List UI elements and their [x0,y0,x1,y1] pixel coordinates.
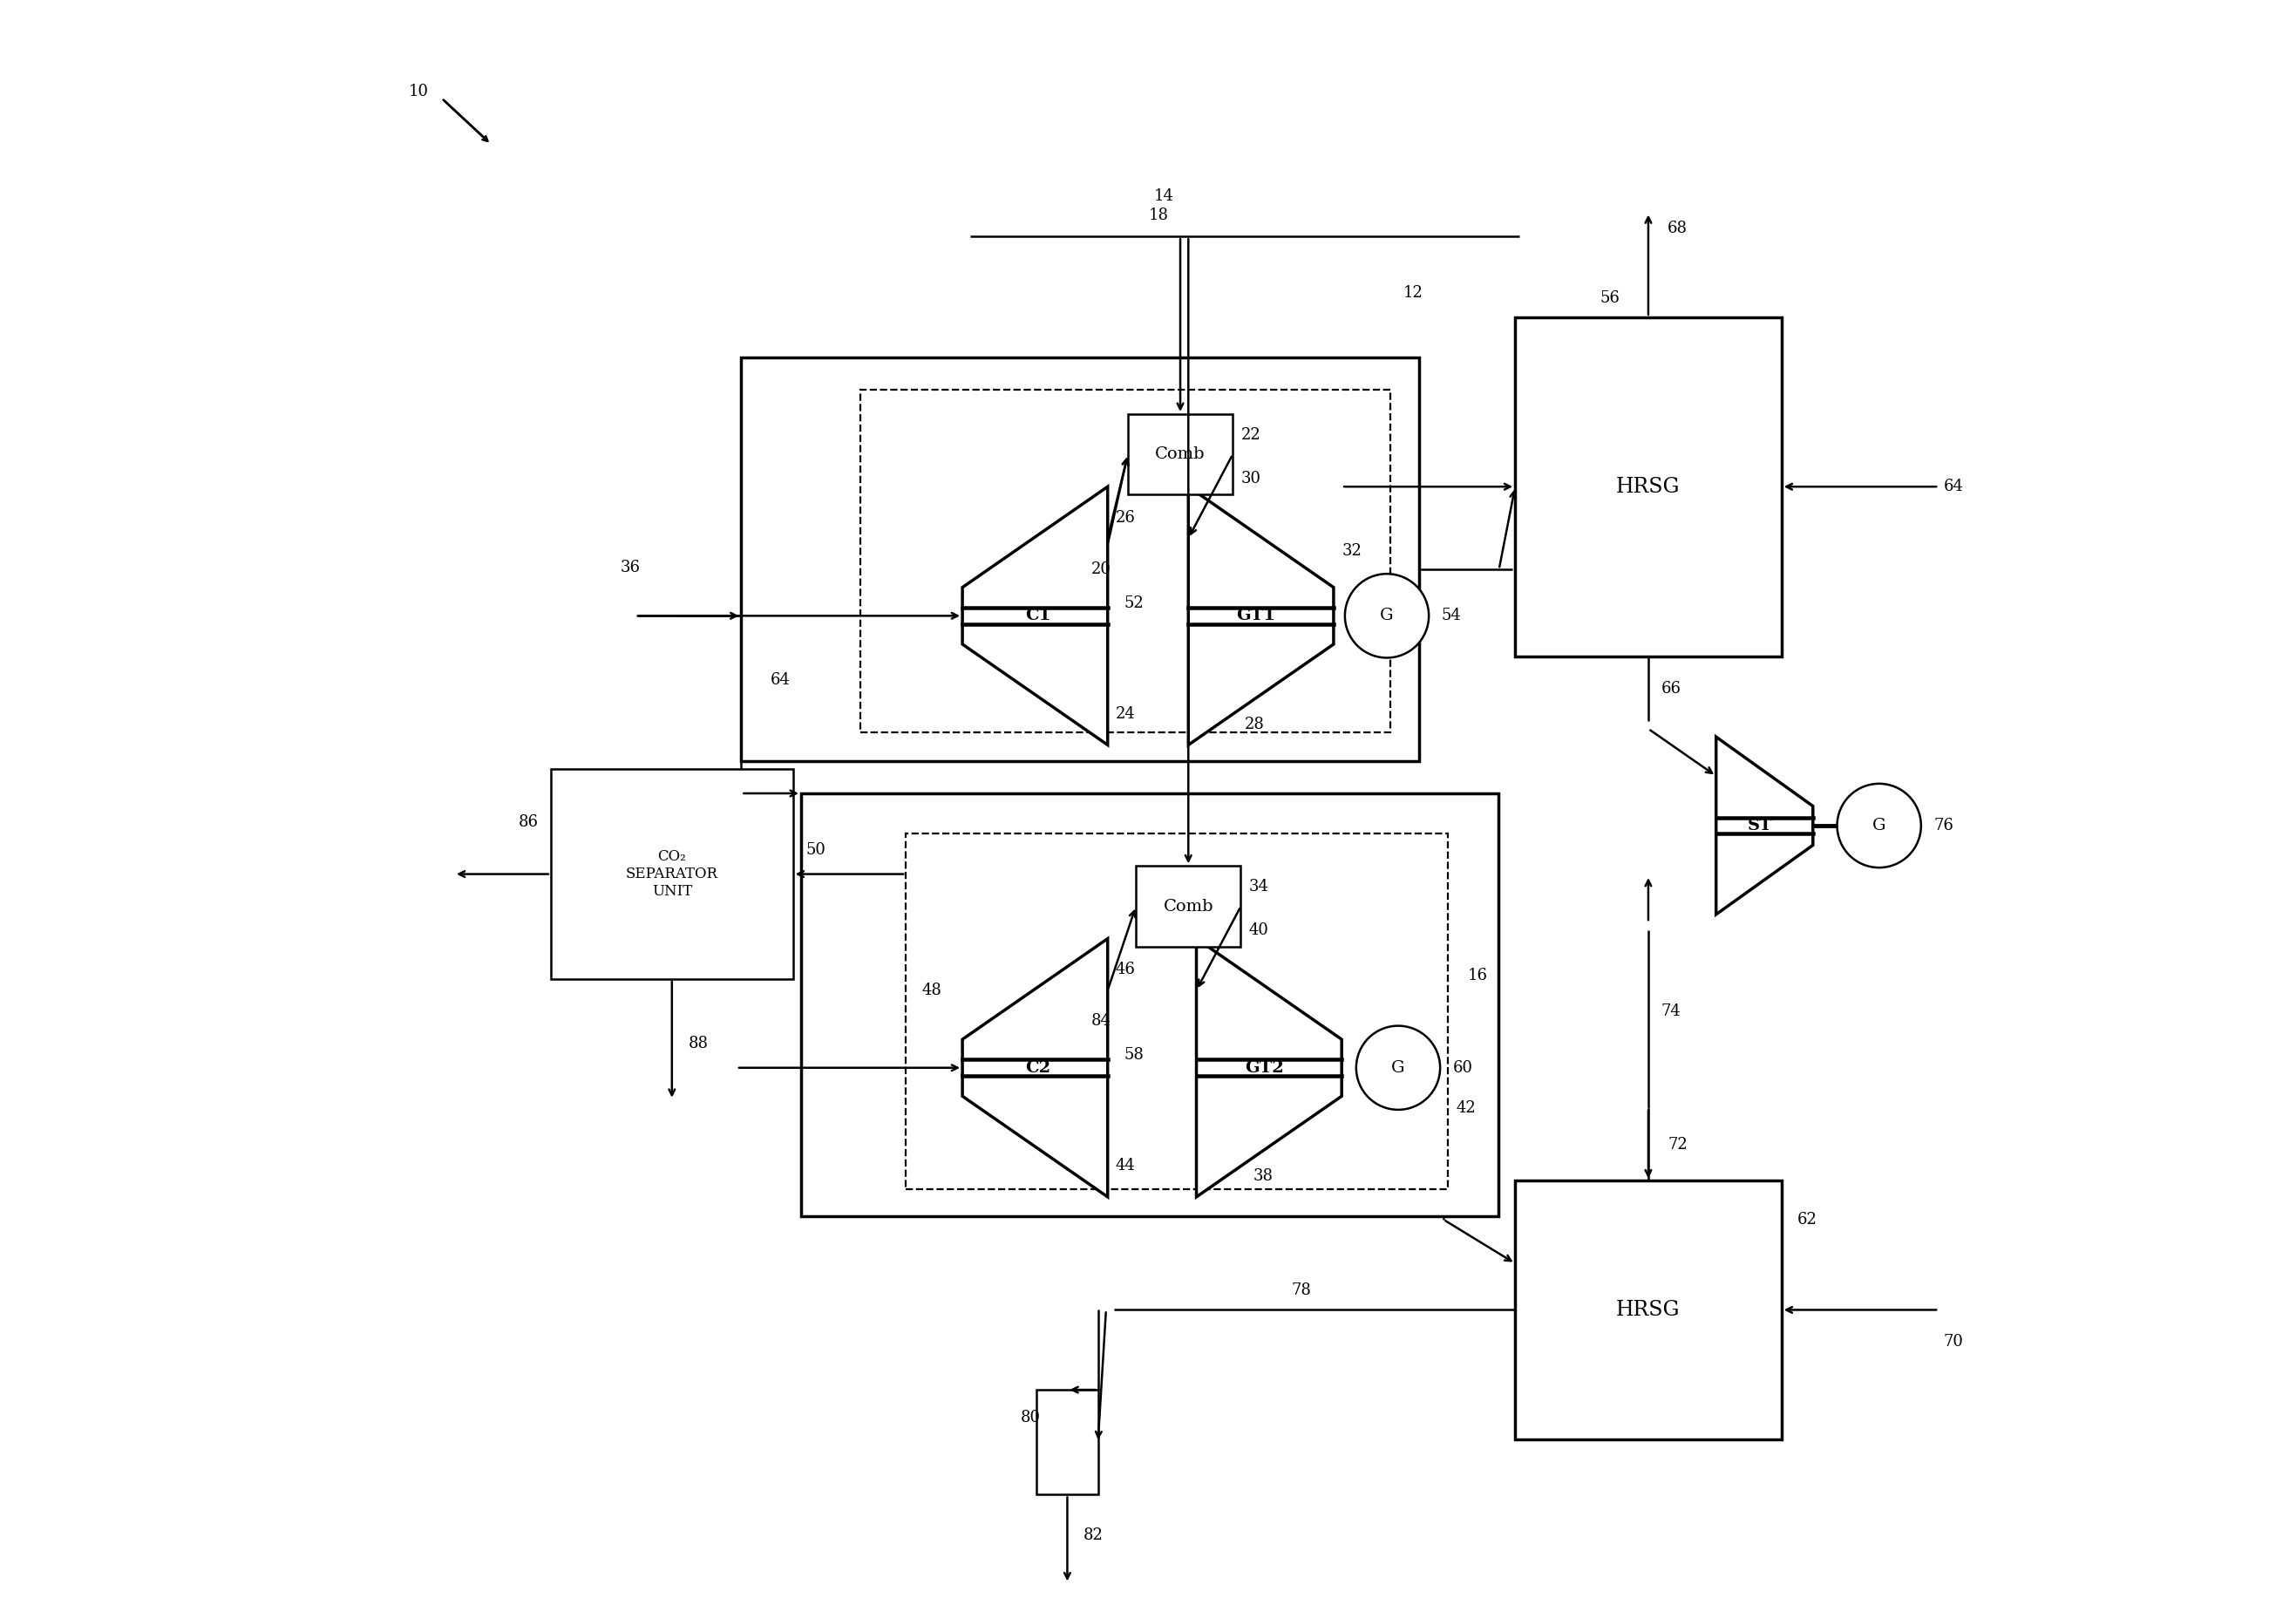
Text: 62: 62 [1798,1211,1818,1227]
FancyBboxPatch shape [1515,317,1782,656]
Text: 42: 42 [1456,1101,1476,1115]
Text: 26: 26 [1116,510,1137,526]
Text: 38: 38 [1254,1169,1272,1183]
Text: 76: 76 [1933,818,1954,834]
Text: GT2: GT2 [1244,1060,1283,1075]
Text: 58: 58 [1123,1047,1143,1062]
Text: 52: 52 [1123,596,1143,610]
Text: 66: 66 [1662,680,1681,696]
Text: 88: 88 [689,1036,707,1051]
Text: C2: C2 [1026,1060,1052,1075]
Text: 34: 34 [1249,879,1270,895]
FancyBboxPatch shape [1515,1180,1782,1439]
Text: 16: 16 [1467,968,1488,984]
Text: 50: 50 [806,842,827,858]
Text: 78: 78 [1290,1282,1311,1298]
Text: 20: 20 [1091,562,1111,576]
FancyBboxPatch shape [861,390,1389,732]
Text: ST: ST [1747,818,1773,834]
Text: C1: C1 [1026,609,1052,623]
Text: 74: 74 [1662,1004,1681,1018]
Text: HRSG: HRSG [1616,476,1681,497]
Text: 80: 80 [1019,1410,1040,1426]
Text: 30: 30 [1240,471,1261,486]
Text: G: G [1380,609,1394,623]
Text: 36: 36 [620,560,641,575]
Text: 64: 64 [771,672,790,688]
Text: 72: 72 [1667,1137,1688,1153]
Text: 84: 84 [1091,1013,1111,1030]
Polygon shape [1189,487,1334,745]
Text: 12: 12 [1403,285,1424,301]
Polygon shape [1196,939,1341,1196]
Text: 82: 82 [1084,1527,1104,1543]
Text: Comb: Comb [1164,899,1215,915]
FancyBboxPatch shape [1035,1389,1097,1494]
Text: 40: 40 [1249,923,1270,939]
Circle shape [1837,784,1922,868]
Text: CO₂
SEPARATOR
UNIT: CO₂ SEPARATOR UNIT [627,850,719,899]
Circle shape [1345,573,1428,657]
Text: GT1: GT1 [1238,609,1277,623]
Polygon shape [962,939,1107,1196]
Text: HRSG: HRSG [1616,1300,1681,1319]
Text: 22: 22 [1240,427,1261,444]
Text: 44: 44 [1116,1158,1137,1174]
Polygon shape [1715,737,1814,915]
Text: 14: 14 [1155,188,1173,204]
Text: Comb: Comb [1155,447,1205,463]
Text: 18: 18 [1148,207,1169,223]
Text: 86: 86 [519,814,540,831]
Circle shape [1357,1026,1440,1109]
Polygon shape [962,487,1107,745]
FancyBboxPatch shape [801,793,1499,1216]
FancyBboxPatch shape [551,769,792,979]
Text: 46: 46 [1116,962,1137,978]
Text: 28: 28 [1244,717,1265,732]
FancyBboxPatch shape [907,834,1449,1188]
Text: 68: 68 [1667,220,1688,236]
Text: 10: 10 [409,83,429,99]
Text: 60: 60 [1453,1060,1474,1075]
Text: G: G [1871,818,1885,834]
FancyBboxPatch shape [1127,414,1233,495]
Text: 24: 24 [1116,706,1137,722]
FancyBboxPatch shape [742,358,1419,761]
Text: G: G [1391,1060,1405,1075]
FancyBboxPatch shape [1137,866,1240,947]
Text: 54: 54 [1442,609,1463,623]
Text: 64: 64 [1945,479,1963,494]
Text: 32: 32 [1341,544,1362,559]
Text: 48: 48 [923,983,941,999]
Text: 70: 70 [1945,1334,1963,1350]
Text: 56: 56 [1600,290,1619,306]
